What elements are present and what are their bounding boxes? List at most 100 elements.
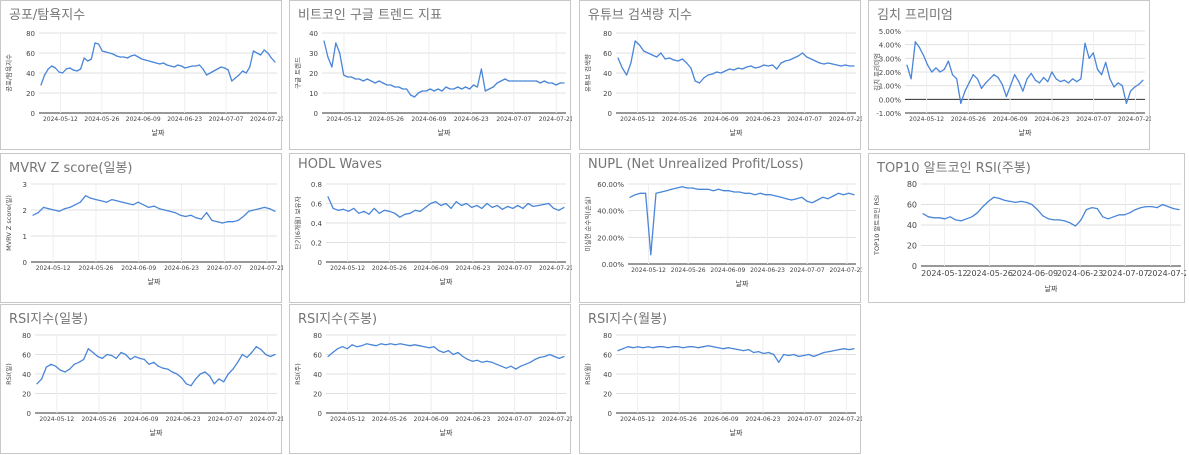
data-point [481,361,483,363]
x-tick-label: 2024-05-26 [372,416,407,423]
data-point [144,59,146,61]
data-point [97,355,99,358]
data-point [668,57,671,59]
data-point [535,80,538,82]
y-axis-label: 단기(6개월) 보유자 [293,196,302,249]
data-point [106,353,108,356]
data-point [1113,86,1115,88]
data-point [553,207,555,209]
panel-rsi-monthly: RSI지수(월봉) 0 20 40 60 80 2024-05-12 2024-05-26 20… [579,304,862,454]
x-tick-label: 2024-07-07 [1102,269,1149,278]
data-point [910,78,912,80]
x-tick-label: 2024-07-07 [208,416,243,423]
data-point [780,196,782,198]
data-point [45,366,47,368]
data-point [37,212,39,214]
data-point [1113,216,1115,218]
data-point [697,188,699,190]
data-point [716,71,718,73]
data-point [1091,207,1093,209]
y-tick-label: 0.2 [311,240,322,248]
data-point [697,347,699,349]
data-point [227,373,229,375]
data-point [402,88,404,90]
chart-svg: -1.00% 0.00% 1.00% 2.00% 3.00% 4.00% 5.00% 2024… [872,28,1151,137]
data-point [1140,207,1142,209]
data-point [1105,61,1107,64]
data-point [789,59,791,61]
data-point [1063,79,1065,81]
data-point [74,204,76,206]
y-tick-label: 2 [23,207,27,215]
data-point [527,202,529,205]
data-point [813,355,815,358]
data-point [190,214,192,216]
x-tick-label: 2026-06-09 [704,416,739,423]
data-point [496,204,498,207]
data-point [501,208,503,210]
y-tick-label: 60 [603,50,612,58]
y-axis-label: 유튜브 검색량 [583,54,592,92]
data-point [836,64,838,66]
series-line [32,195,276,224]
data-point [711,73,713,75]
data-point [515,368,517,370]
series-line [323,40,564,98]
data-point [933,217,935,219]
data-point [1036,209,1038,211]
data-point [437,88,439,90]
data-point [733,191,735,193]
data-point [130,55,132,57]
data-point [976,212,979,214]
data-point [682,347,684,349]
x-tick-label: 2024-05-12 [330,416,365,423]
data-point [260,54,262,56]
data-point [1015,201,1017,203]
y-tick-label: 0 [23,259,27,267]
data-point [350,76,353,78]
panel-rsi-daily: RSI지수(일봉) 0 20 40 60 80 2024-05-12 2024-05-26 20… [0,304,283,454]
data-point [267,52,269,54]
data-point [647,346,649,348]
data-point [667,347,669,349]
data-point [1030,72,1032,74]
series-line [327,196,565,218]
x-tick-label: 2024-05-26 [79,265,114,272]
panel-mvrv: MVRV Z score(일봉) 0 1 2 3 2024-05-12 2024-05-26… [0,153,283,303]
data-point [339,52,341,54]
x-axis-label: 날짜 [730,428,743,437]
data-point [465,202,468,205]
x-tick-label: 2024-07-07 [497,265,532,272]
data-point [116,200,118,202]
y-axis-label: RSI(일) [4,363,13,385]
x-axis-label: 날짜 [148,277,161,286]
data-point [204,371,206,373]
data-point [637,346,639,348]
data-point [36,383,38,385]
data-point [199,373,201,375]
data-point [418,345,421,347]
data-point [529,361,531,363]
x-tick-label: 2024-06-09 [993,116,1028,123]
data-point [471,206,473,208]
data-point [157,365,159,367]
data-point [346,348,348,350]
data-point [64,371,66,373]
data-point [1109,78,1111,80]
data-point [195,65,197,67]
data-point [87,348,89,350]
y-tick-label: 0 [27,410,31,418]
y-tick-label: 40 [603,371,612,379]
data-point [918,46,920,49]
chart-svg: 0 0.2 0.4 0.6 0.8 2024-05-12 2024-05-26 2024-06… [293,181,572,286]
data-point [662,346,664,348]
data-point [331,66,333,68]
data-point [703,77,705,79]
data-point [95,199,97,201]
data-point [814,60,816,62]
x-tick-label: 2024-06-09 [1012,269,1059,278]
data-point [638,44,641,46]
data-point [672,346,674,348]
data-point [818,353,820,356]
series-line [629,186,855,256]
